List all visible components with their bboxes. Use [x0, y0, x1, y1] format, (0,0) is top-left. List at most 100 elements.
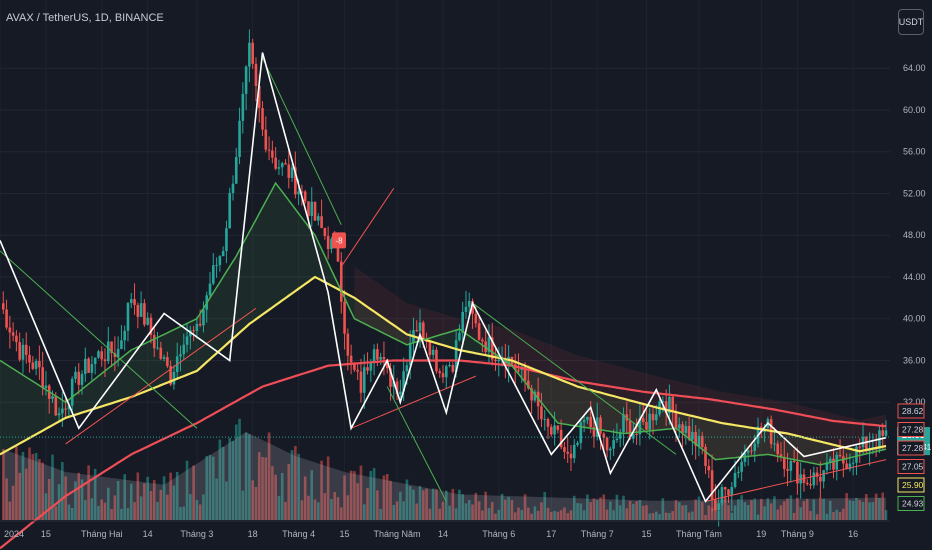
price-tick-label: 56.00: [903, 147, 926, 157]
candle-body: [566, 451, 569, 454]
volume-bar: [274, 474, 277, 520]
volume-bar: [687, 512, 691, 520]
candle-body: [57, 413, 61, 416]
candle-body: [549, 426, 553, 435]
volume-bar: [497, 509, 501, 520]
candle-body: [294, 167, 297, 195]
volume-bar: [835, 509, 839, 520]
volume-bar: [461, 494, 464, 520]
volume-bar: [379, 508, 382, 520]
candle-body: [477, 323, 481, 340]
time-tick-label: 15: [340, 529, 350, 539]
price-tick-label: 36.00: [903, 355, 926, 365]
volume-bar: [221, 447, 225, 520]
time-tick-label: Tháng 9: [781, 529, 814, 539]
candle-body: [70, 378, 74, 406]
candle-body: [215, 265, 218, 267]
volume-bar: [458, 489, 461, 520]
volume-bar: [113, 495, 117, 520]
volume-bar: [77, 472, 81, 520]
volume-bar: [661, 498, 665, 520]
candle-body: [487, 337, 491, 352]
volume-ma-area: [3, 432, 886, 520]
volume-bar: [238, 418, 241, 520]
time-axis[interactable]: 2024 15 Tháng Hai 14 Tháng 3 18 Tháng 4 15 Tháng…: [0, 520, 890, 539]
candle-body: [271, 150, 274, 158]
volume-bar: [569, 510, 573, 520]
candle-body: [159, 347, 163, 359]
candle-body: [720, 487, 724, 504]
volume-bar: [28, 447, 31, 520]
currency-button[interactable]: USDT: [898, 9, 924, 35]
volume-bar: [418, 485, 422, 520]
volume-bar: [720, 500, 724, 520]
candle-body: [169, 366, 172, 385]
volume-bar: [336, 497, 340, 520]
volume-bar: [97, 505, 100, 520]
candle-body: [546, 418, 550, 427]
candle-body: [385, 359, 389, 369]
candle-body: [805, 482, 809, 485]
candle-body: [792, 460, 796, 462]
volume-bar: [389, 480, 392, 520]
candle-body: [645, 422, 648, 430]
candle-body: [366, 367, 369, 371]
volume-bar: [185, 460, 189, 520]
volume-bar: [704, 514, 707, 520]
volume-bar: [280, 472, 284, 520]
candle-body: [707, 465, 711, 471]
candle-body: [84, 358, 87, 374]
candle-body: [162, 357, 166, 359]
candle-body: [277, 167, 281, 169]
volume-bar: [54, 506, 58, 520]
volume-bar: [195, 500, 199, 520]
candle-body: [576, 442, 579, 445]
zigzag-path: [0, 52, 887, 503]
candle-body: [822, 470, 825, 482]
volume-bar: [425, 488, 428, 520]
volume-bar: [563, 507, 566, 520]
candle-body: [116, 348, 120, 358]
volume-bar: [441, 501, 445, 520]
candle-body: [697, 435, 701, 446]
candle-body: [369, 361, 373, 371]
volume-bar: [169, 472, 172, 520]
candle-body: [303, 191, 307, 202]
ema-mid-line: [0, 275, 887, 456]
candle-body: [67, 405, 71, 410]
candle-body: [382, 356, 386, 360]
candle-body: [310, 201, 314, 216]
volume-bar: [602, 494, 606, 520]
candle-body: [828, 458, 832, 463]
volume-bar: [700, 501, 704, 520]
volume-bars: [1, 418, 888, 520]
candle-body: [602, 433, 606, 438]
volume-bar: [605, 509, 609, 520]
volume-bar: [556, 511, 560, 520]
candle-body: [451, 365, 455, 372]
volume-bar: [123, 474, 126, 520]
price-axis[interactable]: 64.00 60.00 56.00 52.00 48.00 44.00 40.00 36.00…: [0, 63, 926, 438]
candle-body: [710, 470, 714, 500]
candle-body: [609, 448, 612, 451]
candle-body: [779, 454, 783, 457]
volume-bar: [474, 492, 478, 520]
candle-body: [490, 337, 494, 360]
candle-body: [77, 371, 81, 385]
volume-bar: [513, 512, 517, 520]
candle-body: [146, 317, 149, 325]
volume-bar: [671, 511, 675, 520]
candle-body: [704, 446, 707, 466]
zigzag-line: -8: [0, 52, 887, 503]
volume-bar: [697, 496, 701, 520]
candle-body: [789, 460, 793, 471]
candle-body: [267, 149, 271, 151]
trendline: [262, 57, 342, 225]
candle-body: [592, 427, 596, 437]
volume-bar: [730, 512, 734, 520]
volume-bar: [546, 507, 550, 520]
candle-body: [218, 256, 222, 266]
time-tick-label: Tháng Tám: [676, 529, 722, 539]
volume-bar: [353, 471, 356, 520]
